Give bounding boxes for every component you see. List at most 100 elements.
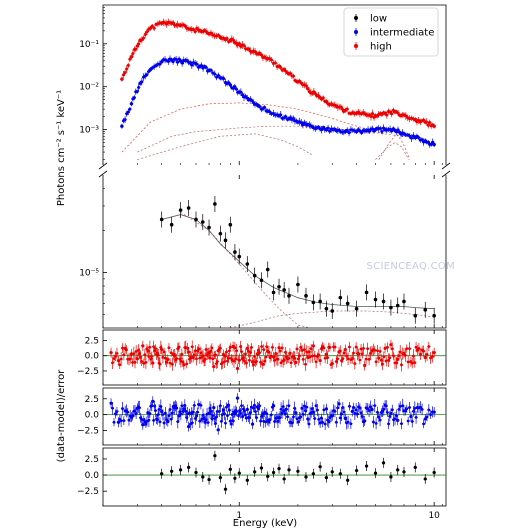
residual-point-intermediate [259,419,263,423]
data-point-high [396,111,400,115]
residual-point-intermediate [324,407,329,411]
residual-point-high [238,358,241,362]
residual-point-intermediate [190,421,194,425]
data-point-intermediate [128,107,132,111]
residual-point-high [248,358,251,362]
residual-point-intermediate [231,419,235,423]
data-point-low [252,273,257,278]
residual-point-low [311,472,315,476]
data-point-intermediate [135,90,139,94]
data-point-high [125,67,129,71]
residual-point-intermediate [225,405,228,409]
residual-point-intermediate [409,414,413,419]
residual-point-intermediate [258,404,261,408]
data-point-intermediate [396,128,400,132]
residual-point-high [381,362,384,366]
residual-point-intermediate [410,420,414,423]
y-tick-label: 2.5 [85,336,99,346]
data-point-low [395,303,400,308]
data-point-high [390,112,394,116]
residual-point-high [221,361,224,365]
data-point-intermediate [158,62,162,66]
residual-point-intermediate [369,405,372,409]
data-point-high [291,74,295,78]
residual-point-low [296,469,300,473]
data-point-intermediate [174,57,178,61]
residual-point-high [267,350,271,354]
residual-point-intermediate [163,411,167,415]
data-point-high [279,66,283,70]
residual-point-high [257,349,260,352]
residual-point-intermediate [138,406,141,410]
data-point-intermediate [216,74,220,78]
data-point-high [191,27,195,31]
residual-point-intermediate [175,406,179,410]
residual-point-intermediate [173,406,176,410]
panel-res-intermediate-frame [102,387,447,446]
residual-point-high [366,347,370,351]
residual-point-intermediate [212,406,216,410]
residual-point-intermediate [158,420,162,424]
residual-point-intermediate [318,421,322,425]
y-tick-label: 10⁻⁵ [79,268,99,278]
legend-marker-high [354,44,358,48]
data-point-high [369,115,373,119]
model-low-total [161,214,435,310]
data-point-high [385,113,389,117]
data-point-intermediate [140,80,144,84]
residual-point-high [167,346,171,350]
residual-point-intermediate [254,410,257,413]
residual-point-high [168,361,172,365]
residual-point-intermediate [286,415,290,419]
residual-point-high [360,352,364,356]
data-point-high [340,107,344,111]
y-tick-label: −2.5 [77,487,99,497]
data-point-intermediate [213,72,217,76]
data-point-high [345,107,349,111]
data-point-low [233,250,237,254]
data-point-intermediate [200,64,204,68]
data-point-intermediate [166,59,170,63]
residual-point-high [341,357,345,361]
residual-point-high [201,354,205,358]
data-point-intermediate [233,85,237,89]
residual-point-high [250,345,253,349]
data-point-high [152,26,156,30]
residual-point-high [177,345,181,349]
model-high-soft [121,102,384,153]
residual-point-high [346,357,350,361]
data-point-low [186,206,191,210]
residual-point-high [204,348,208,351]
y-tick-label: 10⁻¹ [79,40,99,50]
residual-point-low [218,476,222,480]
residual-point-high [170,362,174,366]
residual-point-high [333,345,337,349]
residual-point-high [289,361,293,365]
residual-point-intermediate [193,417,197,420]
data-point-intermediate [209,68,213,72]
data-point-high [225,37,229,41]
residual-point-high [158,362,162,366]
residual-point-high [175,357,179,360]
data-point-intermediate [417,135,421,139]
residual-point-intermediate [350,409,354,414]
axis-break-left-upper [98,162,108,170]
x-axis-label: Energy (keV) [233,518,298,529]
residual-point-high [163,356,167,360]
data-point-low [373,297,378,302]
residual-point-intermediate [336,406,340,410]
data-point-intermediate [279,113,283,117]
residual-point-low [346,478,350,482]
data-point-intermediate [360,131,364,135]
data-point-low [213,202,217,206]
residual-point-intermediate [237,414,240,418]
residual-point-intermediate [343,416,347,420]
residual-point-high [258,351,261,355]
y-axis-label-flux: Photons cm⁻² s⁻¹ keV⁻¹ [56,90,67,206]
data-point-high [371,112,375,116]
residual-point-intermediate [161,413,165,416]
residual-point-high [338,349,342,353]
residual-point-high [313,354,317,358]
residual-point-intermediate [376,410,379,414]
residual-point-high [374,360,378,364]
